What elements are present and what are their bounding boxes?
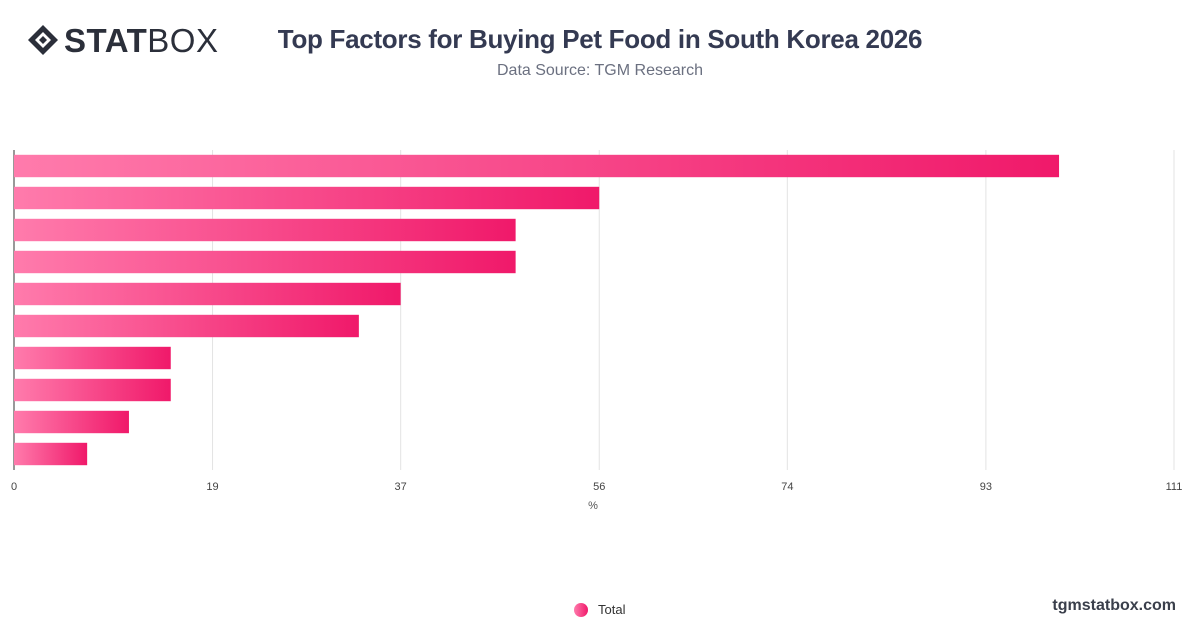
chart-title: Top Factors for Buying Pet Food in South…	[277, 24, 923, 54]
statbox-logo: STATBOX	[26, 22, 218, 58]
logo-wordmark: STATBOX	[64, 24, 218, 57]
bar[interactable]	[14, 346, 171, 370]
bar[interactable]	[14, 314, 359, 338]
x-tick-label: 19	[206, 481, 218, 493]
chart-subtitle: Data Source: TGM Research	[496, 62, 703, 79]
logo-light-text: BOX	[147, 21, 219, 59]
bar[interactable]	[14, 154, 1060, 178]
bar[interactable]	[14, 378, 171, 402]
x-tick-label: 37	[395, 481, 407, 493]
legend-marker-icon	[574, 602, 588, 617]
x-axis-label: %	[588, 500, 598, 512]
website-label: tgmstatbox.com	[1052, 597, 1176, 614]
legend[interactable]: Total	[574, 602, 625, 617]
bar[interactable]	[14, 218, 516, 242]
bar[interactable]	[14, 442, 88, 466]
legend-label: Total	[598, 602, 626, 617]
x-tick-label: 74	[781, 481, 793, 493]
x-tick-label: 0	[11, 481, 17, 493]
statbox-diamond-icon	[28, 25, 58, 55]
x-tick-label: 111	[1166, 481, 1183, 493]
x-axis-ticks: 0 19 37 56 74 93 111	[11, 481, 1182, 493]
bars	[14, 154, 1060, 466]
logo-bold-text: STAT	[64, 21, 148, 59]
bar[interactable]	[14, 250, 516, 274]
x-tick-label: 93	[980, 481, 992, 493]
x-tick-label: 56	[593, 481, 605, 493]
bar[interactable]	[14, 186, 600, 210]
bar[interactable]	[14, 282, 401, 306]
bar[interactable]	[14, 410, 129, 434]
